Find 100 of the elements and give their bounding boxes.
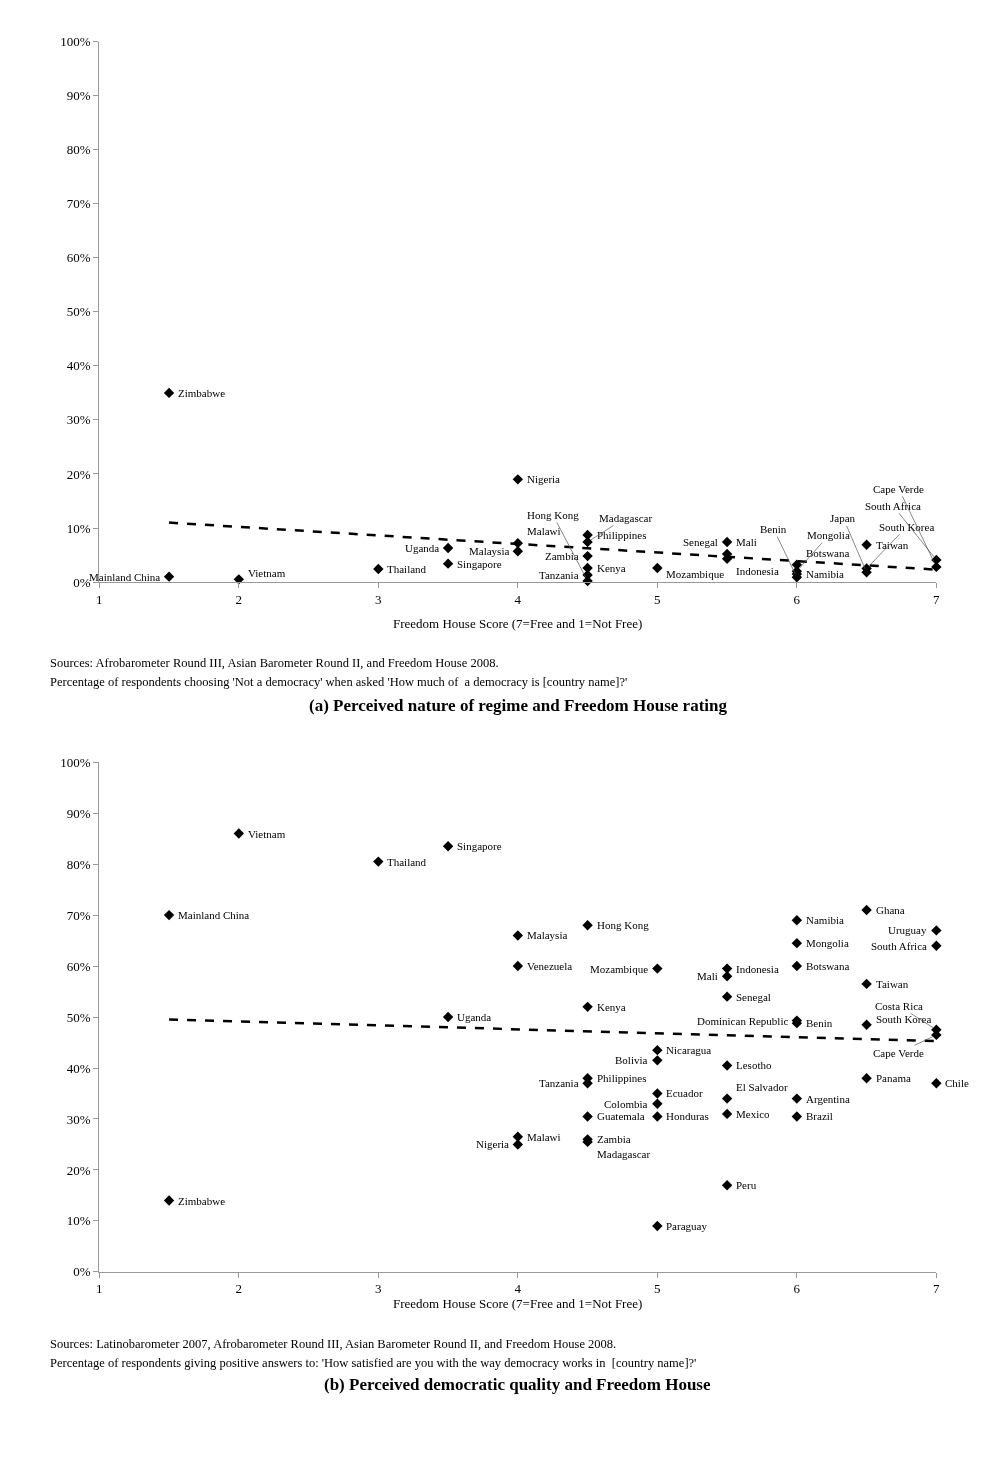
x-tick-label: 7 bbox=[933, 1281, 941, 1297]
y-tick-label: 30% bbox=[66, 412, 91, 428]
series-label: Zimbabwe bbox=[178, 387, 226, 399]
series-label: Peru bbox=[736, 1179, 757, 1191]
text: South Korea bbox=[879, 521, 935, 533]
point bbox=[582, 1001, 593, 1013]
series-label: Benin bbox=[806, 1017, 833, 1029]
x-axis-title: Freedom House Score (7=Free and 1=Not Free) bbox=[393, 616, 643, 631]
point bbox=[512, 1139, 524, 1150]
series-label: Philippines bbox=[597, 1072, 647, 1084]
series-label: Indonesia bbox=[736, 565, 779, 577]
series-label: Mozambique bbox=[590, 963, 649, 975]
series-label: Uganda bbox=[457, 1011, 492, 1023]
y-tick-label: 70% bbox=[66, 196, 91, 212]
series-label: Senegal bbox=[736, 991, 771, 1003]
y-tick-label: 40% bbox=[66, 1060, 91, 1076]
point bbox=[512, 546, 524, 557]
x-axis-title: Freedom House Score (7=Free and 1=Not Free) bbox=[393, 1296, 643, 1311]
y-tick-label: 50% bbox=[66, 304, 91, 320]
x-tick-label: 1 bbox=[96, 1281, 103, 1297]
point bbox=[791, 937, 803, 949]
series-label: Vietnam bbox=[248, 828, 286, 840]
y-tick-label: 80% bbox=[66, 856, 91, 872]
y-tick-label: 30% bbox=[66, 1111, 91, 1127]
point bbox=[582, 920, 593, 931]
text: Mongolia bbox=[807, 529, 850, 541]
point bbox=[791, 960, 803, 972]
point bbox=[861, 978, 872, 990]
text: Percentage of respondents giving positive answers to: 'How satisfied are you with the way democracy works in [country name]?' bbox=[50, 1356, 697, 1370]
point bbox=[233, 828, 245, 839]
point bbox=[582, 550, 593, 562]
point bbox=[861, 904, 872, 916]
series-label: Thailand bbox=[387, 856, 427, 868]
series-label: Madagascar bbox=[597, 1148, 651, 1160]
point bbox=[791, 1111, 803, 1122]
series-label: Botswana bbox=[806, 547, 850, 559]
series-label: Bolivia bbox=[615, 1054, 648, 1066]
point bbox=[652, 1220, 663, 1232]
x-tick-label: 2 bbox=[235, 591, 243, 607]
point bbox=[512, 930, 524, 941]
series-label: Ghana bbox=[876, 904, 905, 916]
source-note: Sources: Afrobarometer Round III, Asian Barometer Round II, and Freedom House 2008. bbox=[50, 656, 499, 670]
point bbox=[373, 856, 384, 867]
y-tick-label: 70% bbox=[66, 907, 91, 923]
x-tick-label: 3 bbox=[375, 1281, 382, 1297]
y-tick-label: 10% bbox=[66, 1213, 91, 1229]
y-tick-label: 100% bbox=[60, 754, 91, 770]
point bbox=[931, 940, 942, 951]
series-label: Namibia bbox=[806, 914, 844, 926]
y-tick-label: 90% bbox=[66, 805, 91, 821]
series-label: Namibia bbox=[806, 568, 844, 580]
point bbox=[861, 539, 872, 550]
series-label: Chile bbox=[945, 1077, 969, 1089]
series-label: Philippines bbox=[597, 529, 647, 541]
x-tick-label: 2 bbox=[235, 1281, 243, 1297]
series-label: Taiwan bbox=[876, 978, 909, 990]
source-note: Sources: Latinobarometer 2007, Afrobarometer Round III, Asian Barometer Round II, and Freedom House 2008. bbox=[50, 1337, 617, 1351]
series-label: Panama bbox=[876, 1072, 911, 1084]
x-tick-label: 6 bbox=[793, 1281, 801, 1297]
point bbox=[721, 1108, 733, 1120]
x-tick-label: 1 bbox=[96, 591, 103, 607]
point bbox=[721, 1060, 733, 1071]
point bbox=[721, 971, 733, 982]
series-label: Malawi bbox=[527, 525, 561, 537]
series-label: Malaysia bbox=[469, 545, 510, 557]
series-label: Argentina bbox=[806, 1093, 850, 1105]
point bbox=[791, 1093, 803, 1104]
series-label: Paraguay bbox=[666, 1220, 708, 1232]
series-label: Mali bbox=[736, 536, 757, 548]
series-label: Nigeria bbox=[527, 473, 561, 485]
point bbox=[442, 558, 454, 569]
y-tick-label: 60% bbox=[66, 250, 91, 266]
series-label: Uganda bbox=[405, 542, 440, 554]
point bbox=[163, 387, 175, 399]
y-tick-label: 20% bbox=[66, 1162, 91, 1178]
series-label: Indonesia bbox=[736, 963, 779, 975]
series-label: Malawi bbox=[527, 1131, 561, 1143]
point bbox=[512, 960, 524, 972]
series-label: Mexico bbox=[736, 1108, 771, 1120]
series-label: Colombia bbox=[604, 1098, 648, 1110]
series-label: Tanzania bbox=[539, 1077, 579, 1089]
point bbox=[652, 1111, 663, 1122]
point bbox=[652, 562, 663, 574]
series-label: South Korea bbox=[876, 1013, 932, 1025]
series-label: Malaysia bbox=[527, 929, 568, 941]
point bbox=[163, 909, 175, 921]
point bbox=[652, 1098, 663, 1109]
series-label: Honduras bbox=[666, 1110, 709, 1122]
text: (b) Perceived democratic quality and Freedom House bbox=[324, 1375, 711, 1394]
point bbox=[442, 1011, 454, 1023]
point bbox=[652, 1044, 663, 1056]
series-label: Tanzania bbox=[539, 569, 579, 581]
y-tick-label: 80% bbox=[66, 142, 91, 158]
series-label: Singapore bbox=[457, 558, 502, 570]
point bbox=[652, 1088, 663, 1099]
point bbox=[791, 914, 803, 926]
series-label: Vietnam bbox=[248, 567, 286, 579]
series-label: Zambia bbox=[545, 550, 579, 562]
point bbox=[861, 1019, 872, 1030]
text: Hong Kong bbox=[527, 509, 580, 521]
